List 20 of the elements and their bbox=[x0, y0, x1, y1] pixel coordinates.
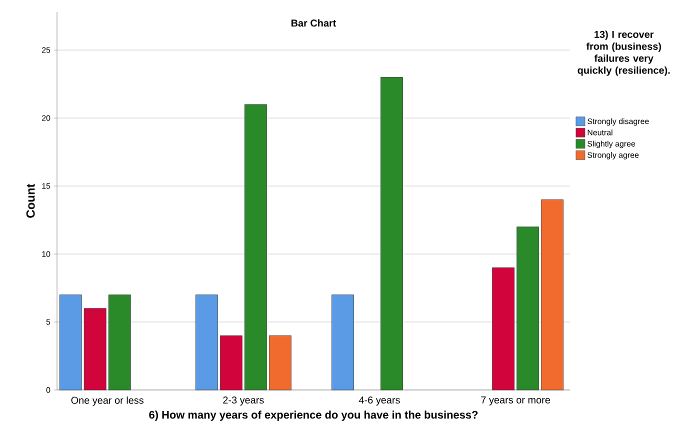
bar bbox=[380, 77, 403, 390]
y-axis-title: Count bbox=[26, 184, 35, 218]
text: Bar Chart bbox=[291, 19, 336, 27]
bar bbox=[244, 104, 267, 390]
bar bbox=[332, 294, 354, 390]
bar bbox=[492, 267, 515, 390]
x-tick-label: 4-6 years bbox=[358, 396, 400, 406]
bar bbox=[541, 199, 564, 390]
bar bbox=[84, 308, 106, 390]
x-tick-label: One year or less bbox=[71, 396, 144, 406]
x-tick-label: 7 years or more bbox=[481, 396, 550, 406]
bar bbox=[516, 226, 540, 390]
bar bbox=[195, 294, 218, 390]
bar bbox=[108, 294, 131, 390]
legend-title: 13) I recover from (business) failures very quickly (resilience). bbox=[578, 30, 670, 76]
x-axis-title: 6) How many years of experience do you have in the business? bbox=[149, 410, 478, 421]
bar bbox=[59, 294, 82, 390]
bar bbox=[220, 335, 242, 390]
bar bbox=[268, 335, 292, 390]
x-tick-label: 2-3 years bbox=[223, 396, 264, 406]
